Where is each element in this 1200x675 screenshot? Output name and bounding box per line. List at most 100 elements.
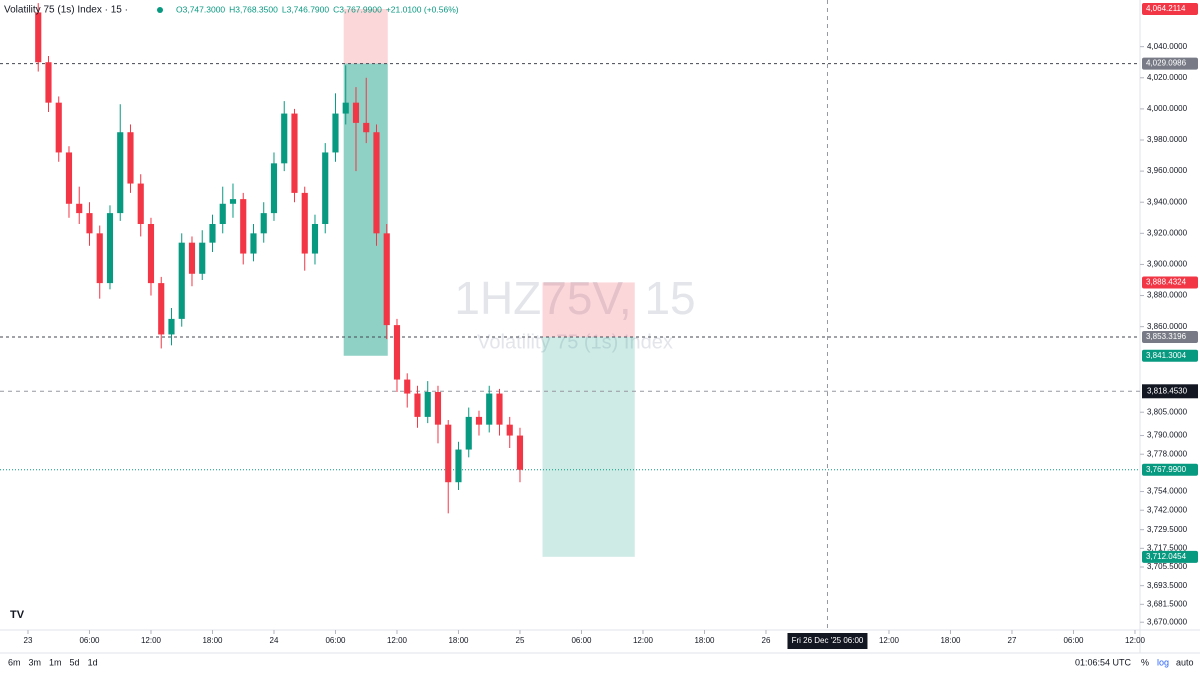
interval-button[interactable]: 6m [8,657,21,667]
candle-body [147,224,155,284]
candle-body [55,102,62,153]
price-label: 3,888.4324 [1146,278,1187,287]
y-tick-label: 3,940.0000 [1147,197,1188,206]
candle-body [434,392,442,425]
candle-body [332,113,339,153]
y-tick-label: 3,900.0000 [1147,260,1188,269]
candle-body [455,449,462,483]
y-tick-label: 3,742.0000 [1147,505,1188,514]
price-label-bg [1142,57,1198,70]
x-tick-label: 12:00 [1125,636,1146,645]
price-label-bg [1142,331,1198,344]
y-tick-label: 4,040.0000 [1147,42,1188,51]
candle-body [35,12,42,63]
x-tick-label: 18:00 [694,636,715,645]
y-tick-label: 3,960.0000 [1147,166,1188,175]
logo: TV [10,609,25,621]
candle-body [486,393,493,425]
percent-button[interactable]: % [1141,657,1149,667]
candle-body [404,379,411,394]
x-tick-label: 18:00 [202,636,223,645]
target-zone [343,63,388,356]
candle-body [240,199,247,254]
interval-button[interactable]: 3m [29,657,42,667]
candle-body [86,213,93,234]
candle-body [352,102,360,123]
y-tick-label: 3,920.0000 [1147,228,1188,237]
x-tick-label: 18:00 [448,636,469,645]
y-tick-label: 3,729.5000 [1147,525,1188,534]
price-label: 3,767.9900 [1146,465,1187,474]
y-tick-label: 3,790.0000 [1147,431,1188,440]
candle-body [301,192,308,254]
crosshair-y-label-bg [1142,384,1198,399]
x-tick-label: 06:00 [79,636,100,645]
candle-body [168,318,175,335]
price-label-bg [1142,276,1198,289]
x-tick-label: 25 [516,636,525,645]
candle-body [260,213,267,234]
interval-button[interactable]: 5d [70,657,80,667]
crosshair-y-label: 3,818.4530 [1147,386,1188,395]
candle-body [209,224,216,243]
candle-body [281,113,288,164]
x-tick-label: 24 [270,636,279,645]
crosshair-x-label: Fri 26 Dec '25 06:00 [792,636,864,645]
price-label: 4,029.0986 [1146,59,1187,68]
x-tick-label: 12:00 [879,636,900,645]
price-label-bg [1142,349,1198,362]
y-tick-label: 4,020.0000 [1147,73,1188,82]
interval-button[interactable]: 1d [88,657,98,667]
candle-body [219,203,226,224]
candle-body [373,132,380,234]
y-tick-label: 3,980.0000 [1147,135,1188,144]
ohlc-high: H3,768.3500 [229,4,278,14]
candle-body [311,224,319,254]
chart-title: Volatility 75 (1s) Index · 15 · [4,5,128,16]
log-button[interactable]: log [1157,657,1169,667]
y-tick-label: 3,705.5000 [1147,562,1188,571]
y-tick-label: 3,681.5000 [1147,599,1188,608]
watermark-subtitle: Volatility 75 (1s) Index [477,331,673,353]
candle-body [76,203,83,214]
x-tick-label: 12:00 [633,636,654,645]
auto-button[interactable]: auto [1176,657,1194,667]
x-tick-label: 27 [1008,636,1017,645]
clock: 01:06:54 UTC [1075,657,1132,667]
interval-button[interactable]: 1m [49,657,62,667]
stop-zone [542,282,635,338]
watermark: 1HZ75V, 15 [454,272,695,324]
ohlc-open: O3,747.3000 [176,4,225,14]
y-tick-label: 3,805.0000 [1147,407,1188,416]
price-label: 3,853.3196 [1146,332,1187,341]
candle-body [363,122,370,133]
candle-body [291,113,298,193]
candle-body [106,213,114,284]
candle-body [117,132,124,214]
target-zone [542,337,635,557]
y-tick-label: 3,754.0000 [1147,487,1188,496]
candle-body [96,233,103,284]
x-tick-label: 26 [762,636,771,645]
ohlc-low: L3,746.7900 [282,4,330,14]
price-label-bg [1142,3,1198,16]
candle-body [445,424,452,483]
x-tick-label: 06:00 [1063,636,1084,645]
candle-body [414,393,421,417]
y-tick-label: 3,778.0000 [1147,449,1188,458]
candle-body [199,242,206,274]
ohlc-change: +21.0100 (+0.56%) [386,4,459,14]
x-tick-label: 18:00 [940,636,961,645]
candle-body [393,325,401,380]
candle-body [383,233,390,326]
candle-body [475,416,483,425]
price-label: 4,064.2114 [1146,4,1186,13]
x-tick-label: 12:00 [141,636,162,645]
candle-body [188,242,196,274]
candle-body [127,132,134,184]
y-tick-label: 3,693.5000 [1147,581,1188,590]
status-dot [157,7,163,13]
y-tick-label: 3,880.0000 [1147,291,1188,300]
y-tick-label: 3,670.0000 [1147,617,1188,626]
